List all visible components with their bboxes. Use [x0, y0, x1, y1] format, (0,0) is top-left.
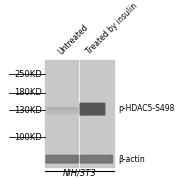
Bar [47, 111, 77, 112]
Bar [47, 108, 77, 109]
Text: β-actin: β-actin [118, 155, 145, 164]
Bar [45, 60, 114, 167]
Text: NIH/3T3: NIH/3T3 [62, 169, 96, 178]
Text: p-HDAC5-S498: p-HDAC5-S498 [118, 104, 175, 113]
FancyBboxPatch shape [80, 103, 105, 115]
FancyBboxPatch shape [80, 155, 112, 163]
Bar [47, 109, 77, 111]
Text: 100KD: 100KD [14, 133, 42, 142]
Text: Treated by insulin: Treated by insulin [85, 2, 139, 56]
Text: 250KD: 250KD [14, 70, 42, 79]
Bar [47, 107, 77, 108]
Text: 180KD: 180KD [14, 88, 42, 97]
Text: Untreated: Untreated [57, 22, 90, 56]
Text: 130KD: 130KD [14, 105, 42, 114]
Bar [47, 112, 77, 114]
FancyBboxPatch shape [46, 155, 78, 163]
